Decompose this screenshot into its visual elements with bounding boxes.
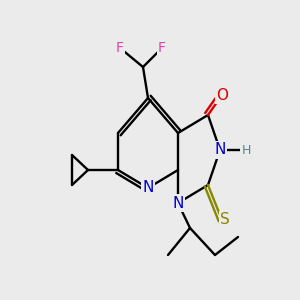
Text: F: F: [116, 41, 124, 55]
Text: F: F: [158, 41, 166, 55]
Text: S: S: [220, 212, 230, 227]
Text: N: N: [142, 181, 154, 196]
Text: N: N: [172, 196, 184, 211]
Text: N: N: [214, 142, 226, 158]
Text: H: H: [241, 143, 251, 157]
Text: O: O: [216, 88, 228, 103]
